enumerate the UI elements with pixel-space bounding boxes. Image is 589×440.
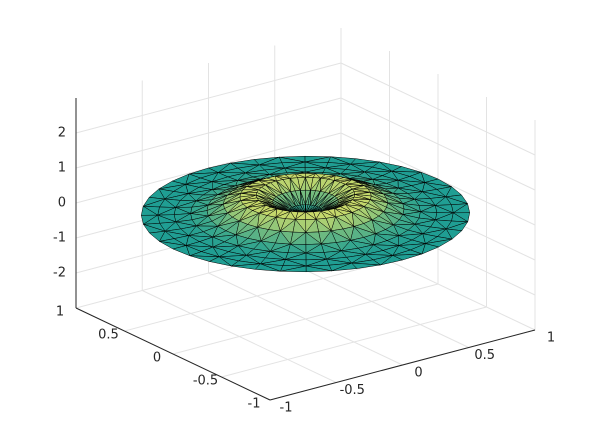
y-tick-label: -0.5	[193, 374, 218, 389]
x-tick-label: 1	[547, 331, 555, 346]
surface-facet	[280, 265, 307, 273]
y-tick-label: 0.5	[98, 328, 119, 343]
grid-line	[340, 97, 536, 191]
grid-line	[124, 260, 390, 332]
surface-facet	[291, 206, 306, 215]
x-axis	[269, 329, 536, 401]
surface-facet	[305, 205, 316, 215]
surface-facet	[331, 262, 358, 272]
surface-facet	[255, 263, 281, 272]
z-tick-label: 2	[58, 126, 66, 141]
grid-line	[340, 62, 536, 156]
y-tick-label: 0	[153, 351, 161, 366]
y-tick-label: -1	[248, 397, 261, 412]
z-tick-label: -2	[53, 266, 66, 281]
grid-line	[172, 283, 439, 355]
surface-facet	[305, 204, 311, 215]
surface-facet	[305, 206, 319, 215]
y-tick-label: 1	[56, 305, 64, 320]
grid-line	[75, 97, 342, 169]
surface-facet	[300, 204, 306, 215]
grid-line	[75, 62, 342, 134]
x-tick-label: 0.5	[474, 348, 495, 363]
x-tick-label: -1	[280, 401, 293, 416]
surface-facet	[295, 205, 306, 215]
surface-facet	[209, 256, 232, 267]
z-tick-label: 0	[58, 196, 66, 211]
z-tick-label: -1	[53, 231, 66, 246]
x-tick-label: 0	[414, 366, 422, 381]
x-tick-label: -0.5	[340, 383, 365, 398]
y-axis	[75, 307, 271, 401]
grid-line	[221, 306, 487, 378]
z-tick-label: 1	[58, 161, 66, 176]
